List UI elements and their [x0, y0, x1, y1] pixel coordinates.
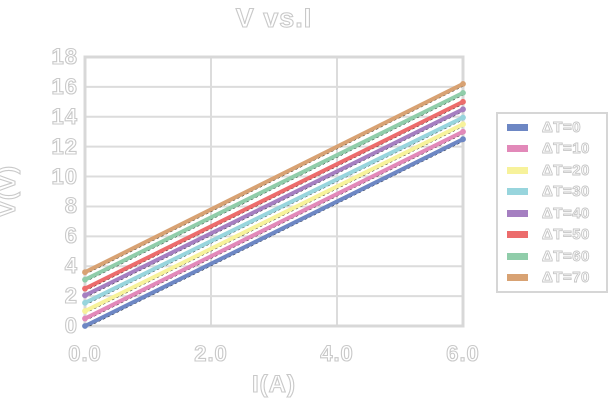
series-line-ΔT=50 — [83, 99, 465, 291]
marker-ΔT=30 — [460, 114, 466, 121]
legend-swatch-icon — [507, 166, 528, 174]
marker-ΔT=50 — [82, 285, 88, 292]
legend: ΔT=0 ΔT=10 ΔT=20 ΔT=30 ΔT=40 ΔT=50 ΔT=60 ΔT=70 — [496, 112, 608, 293]
legend-entry: ΔT=70 — [507, 267, 606, 289]
x-tick-label: 2.0 — [194, 340, 228, 366]
y-tick-label: 18 — [51, 43, 78, 69]
legend-entry: ΔT=30 — [507, 181, 606, 203]
legend-label: ΔT=40 — [542, 204, 590, 222]
legend-label: ΔT=70 — [542, 269, 590, 287]
series-line-ΔT=60 — [83, 90, 465, 282]
marker-ΔT=20 — [460, 121, 466, 128]
marker-ΔT=70 — [82, 269, 88, 276]
legend-label: ΔT=10 — [542, 140, 590, 158]
legend-label: ΔT=50 — [542, 226, 590, 244]
series-line-ΔT=0 — [83, 137, 465, 328]
chart-title: V vs.I — [235, 2, 313, 33]
legend-label: ΔT=20 — [542, 161, 590, 179]
y-tick-label: 8 — [64, 193, 78, 219]
series-line-ΔT=30 — [83, 115, 465, 305]
plot-border — [83, 55, 465, 328]
y-axis-title: V(V) — [0, 164, 22, 217]
marker-ΔT=60 — [82, 276, 88, 283]
legend-entry: ΔT=10 — [507, 138, 606, 160]
marker-ΔT=0 — [82, 323, 88, 329]
legend-entry: ΔT=50 — [507, 224, 606, 246]
x-tick-label: 6.0 — [446, 340, 480, 366]
legend-entry: ΔT=40 — [507, 203, 606, 225]
marker-ΔT=40 — [82, 292, 88, 299]
y-tick-label: 14 — [51, 103, 78, 129]
legend-swatch-icon — [507, 123, 528, 131]
marker-ΔT=70 — [460, 81, 466, 87]
legend-swatch-icon — [507, 231, 528, 239]
y-tick-label: 4 — [64, 253, 78, 279]
legend-swatch-icon — [507, 145, 528, 153]
marker-ΔT=10 — [460, 128, 466, 135]
y-tick-label: 6 — [64, 223, 78, 249]
legend-entry: ΔT=60 — [507, 246, 606, 268]
legend-swatch-icon — [507, 274, 528, 282]
x-tick-label: 0.0 — [68, 340, 102, 366]
marker-ΔT=0 — [460, 136, 466, 143]
legend-swatch-icon — [507, 209, 528, 217]
legend-label: ΔT=30 — [542, 183, 590, 201]
legend-label: ΔT=0 — [542, 118, 582, 136]
marker-ΔT=60 — [460, 89, 466, 96]
marker-ΔT=40 — [460, 106, 466, 113]
y-tick-label: 12 — [51, 133, 78, 159]
series-line-ΔT=10 — [83, 129, 465, 321]
y-tick-label: 2 — [64, 283, 78, 309]
legend-swatch-icon — [507, 252, 528, 260]
legend-swatch-icon — [507, 188, 528, 196]
y-tick-label: 10 — [51, 163, 78, 189]
marker-ΔT=20 — [82, 308, 88, 314]
y-tick-label: 0 — [64, 312, 78, 338]
series-line-ΔT=40 — [83, 107, 465, 298]
legend-label: ΔT=60 — [542, 247, 590, 265]
marker-ΔT=10 — [82, 315, 88, 322]
legend-entry: ΔT=20 — [507, 160, 606, 182]
series-line-ΔT=20 — [83, 122, 465, 314]
marker-ΔT=50 — [460, 98, 466, 105]
marker-ΔT=30 — [82, 299, 88, 306]
series-line-ΔT=70 — [83, 81, 465, 275]
y-tick-label: 16 — [51, 73, 78, 99]
x-axis-title: I(A) — [251, 370, 296, 398]
legend-entry: ΔT=0 — [507, 117, 606, 139]
x-tick-label: 4.0 — [320, 340, 354, 366]
